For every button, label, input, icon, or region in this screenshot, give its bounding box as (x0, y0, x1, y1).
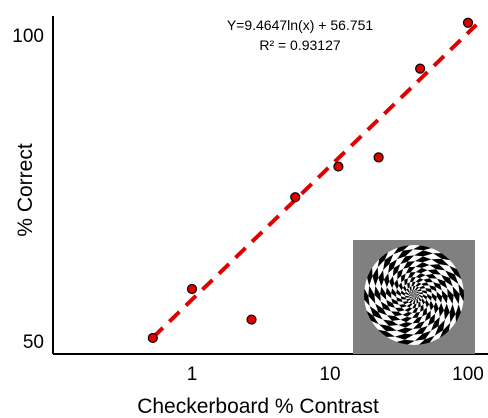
data-point (462, 17, 474, 28)
data-point (246, 314, 257, 325)
y-tick-labels: 50 100 (12, 26, 44, 353)
trendline-equation: Y=9.4647ln(x) + 56.751 (227, 17, 374, 33)
x-tick-label: 100 (452, 364, 484, 385)
x-tick-label: 10 (319, 364, 340, 385)
data-points (147, 17, 474, 344)
trendline (151, 23, 478, 339)
data-point (415, 63, 426, 74)
data-point (186, 283, 198, 295)
checkerboard-disc (364, 245, 464, 345)
data-point (290, 192, 301, 203)
checkerboard-inset (353, 240, 475, 354)
y-axis-title: % Correct (14, 143, 37, 237)
data-point (333, 161, 344, 172)
x-tick-label: 1 (187, 364, 198, 385)
y-tick-label: 100 (12, 26, 44, 47)
x-tick-labels: 1 10 100 (187, 364, 484, 385)
data-point (147, 332, 158, 344)
data-point (373, 152, 384, 163)
r-squared-label: R² = 0.93127 (259, 37, 341, 53)
x-axis-title: Checkerboard % Contrast (137, 395, 379, 418)
y-tick-label: 50 (23, 332, 44, 353)
